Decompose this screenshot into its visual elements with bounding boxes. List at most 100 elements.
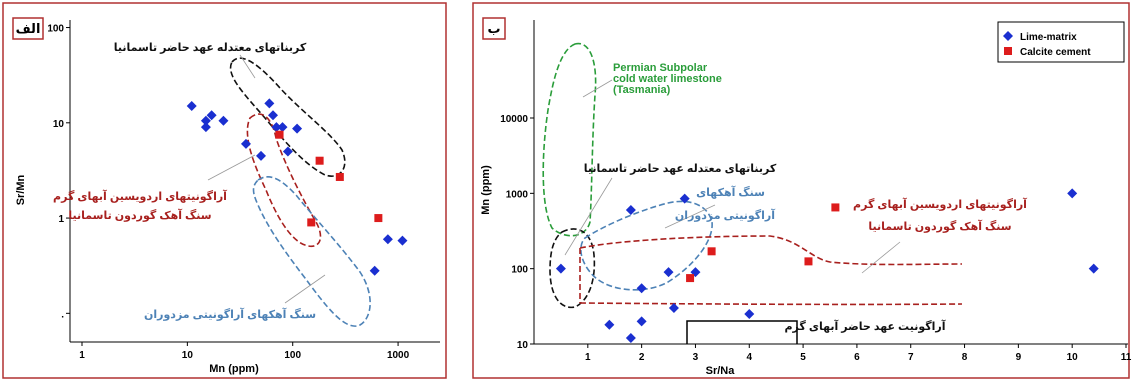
panel-a-calcite-cement-point-2 [315,156,324,165]
panel-a-lime-matrix-point-14 [382,234,393,245]
panel-b-leader-permian [582,79,613,98]
panel-b-lime-matrix-point-3 [625,333,636,344]
panel-a-annotation-gordon: سنگ آهک گوردون تاسمانیا [68,208,211,222]
panel-b-lime-matrix-point-0 [555,263,566,274]
panel-b-annotation-ordovician: آراگونیتهای اردویسین آبهای گرم [853,197,1027,211]
panel-b-x-tick-label-5: 6 [854,352,860,363]
panel-b-x-axis-label: Sr/Na [706,365,736,377]
panel-b-label-box [482,17,506,40]
panel-a-lime-matrix-point-0 [186,101,197,112]
panel-a-y-tick-label-3: 100 [47,24,64,35]
panel-a-lime-matrix-point-10 [277,122,288,133]
panel-b-x-tick-label-9: 10 [1067,352,1079,363]
panel-b-y-tick-label-2: 1000 [506,189,529,200]
panel-b-axes [533,20,1128,345]
panel-b-lime-matrix-point-7 [668,303,679,314]
panel-a-annotation-ordovician: آراگونیتهای اردویسین آبهای گرم [53,189,227,203]
legend-box [997,21,1125,63]
panel-b-leader-ordovician [861,241,901,274]
panel-b-x-tick-label-0: 1 [585,352,591,363]
panel-b-calcite-cement-point-1 [707,247,716,256]
panel-b-mozduran-envelope [580,200,713,291]
panel-a-lime-matrix-point-3 [206,110,217,121]
panel-a-label-box [12,17,44,40]
panel-b-x-tick-label-3: 4 [746,352,752,363]
panel-b-annotation-gordon: سنگ آهک گوردون تاسمانیا [868,219,1011,233]
panel-a-lime-matrix-point-1 [200,122,211,133]
panel-b-y-tick-label-1: 100 [511,265,528,276]
panel-a-lime-matrix-point-5 [240,138,251,149]
panel-a-y-tick-label-0: . [61,309,64,320]
panel-b-annotation-mozduran-1: سنگ آهکهای [696,185,765,199]
panel-a-leader-tasmania [239,54,256,79]
panel-a-y-tick-label-2: 10 [53,119,65,130]
legend-calcite-cement-label: Calcite cement [1020,47,1091,58]
panel-b-annotation-warm-aragonite: آراگونیت عهد حاضر آبهای گرم [785,319,946,333]
panel-b-ordovician-envelope [579,235,963,306]
panel-b-lime-matrix-point-8 [679,193,690,204]
legend-lime-matrix-marker [1003,31,1013,41]
panel-b-tasmania-envelope [549,228,596,309]
panel-b-calcite-cement-point-0 [686,274,695,283]
panel-b-annotation-permian-1: Permian Subpolar [613,62,708,74]
panel-b-lime-matrix-point-12 [1088,263,1099,274]
panel-b-calcite-cement-point-3 [831,203,840,212]
panel-b-y-tick-label-3: 10000 [500,114,528,125]
panel-a-frame [2,2,447,379]
panel-b-x-tick-label-1: 2 [639,352,645,363]
panel-a-x-tick-label-2: 100 [284,350,301,361]
panel-b-lime-matrix-point-4 [636,283,647,294]
panel-b-label: ب [487,21,500,36]
panel-a-x-tick-label-1: 10 [182,350,194,361]
panel-b-x-tick-label-8: 9 [1016,352,1022,363]
panel-b-annotation-permian-3: (Tasmania) [613,84,671,96]
panel-b-x-tick-label-4: 5 [800,352,806,363]
panel-b-warm-aragonite-bracket [686,320,798,344]
legend-calcite-cement-marker [1004,47,1012,55]
legend-lime-matrix-label: Lime-matrix [1020,32,1077,43]
panel-b-x-tick-label-10: 11 [1121,352,1132,363]
panel-a-annotation-tasmania: کربناتهای معتدله عهد حاضر تاسمانیا [114,42,307,54]
panel-b-annotation-mozduran-2: آراگونیتی مزدوران [675,208,775,222]
panel-a-leader-mozduran [284,274,326,304]
panel-b-leader-tasmania [564,177,613,256]
panel-b-lime-matrix-point-6 [663,267,674,278]
panel-a-x-axis-label: Mn (ppm) [209,363,259,375]
panel-a-x-tick-label-0: 1 [79,350,85,361]
panel-b-annotation-permian-2: cold water limestone [613,73,722,85]
panel-a-lime-matrix-point-4 [218,115,229,126]
panel-a-axes [69,20,440,343]
panel-a-lime-matrix-point-11 [282,146,293,157]
panel-b-lime-matrix-point-1 [604,319,615,330]
panel-b-y-axis-label: Mn (ppm) [480,165,492,215]
panel-b-x-tick-label-2: 3 [693,352,699,363]
panel-a-calcite-cement-point-1 [307,218,316,227]
legend: Lime-matrix Calcite cement [997,21,1125,63]
panel-b-lime-matrix-point-11 [1067,188,1078,199]
panel-a-lime-matrix-point-6 [256,150,266,161]
panel-b-calcite-cement-point-2 [804,257,813,266]
panel-a-lime-matrix-point-12 [292,123,303,134]
panel-a-calcite-cement-point-0 [275,130,284,139]
panel-a-lime-matrix-point-15 [397,235,408,246]
panel-a-lime-matrix-point-13 [369,265,380,276]
panel-a-label: الف [16,21,41,36]
panel-a-lime-matrix-point-8 [268,110,279,121]
panel-b-annotation-tasmania: کربناتهای معتدله عهد حاضر تاسمانیا [584,163,777,175]
panel-a-mozduran-envelope [252,176,371,327]
panel-a-leader-ordovician [207,154,256,181]
panel-b-lime-matrix-point-2 [625,205,636,216]
panel-a-calcite-cement-point-3 [335,172,344,181]
panel-b-y-tick-label-0: 10 [517,340,529,351]
panel-a-y-tick-label-1: 1 [58,214,64,225]
panel-a-lime-matrix-point-2 [200,115,211,126]
panel-a-calcite-cement-point-4 [374,214,383,223]
panel-a-tasmania-envelope [229,57,346,177]
panel-b-x-tick-label-7: 8 [962,352,968,363]
panel-a-x-tick-label-3: 1000 [387,350,410,361]
panel-b-lime-matrix-point-10 [744,309,755,320]
panel-b-lime-matrix-point-5 [636,316,647,327]
panel-a-annotation-mozduran: سنگ آهکهای آراگونیتی مزدوران [144,307,316,321]
panel-b-x-tick-label-6: 7 [908,352,914,363]
